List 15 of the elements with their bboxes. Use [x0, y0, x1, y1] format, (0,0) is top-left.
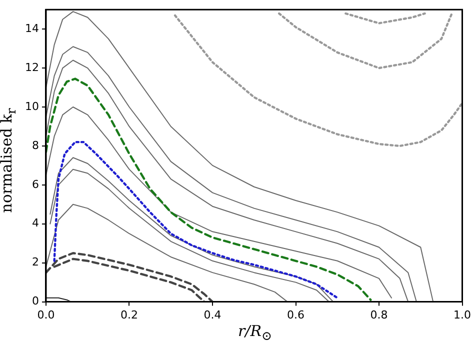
x-tick-label: 0.4 — [204, 308, 222, 322]
y-tick-label: 14 — [24, 22, 39, 35]
x-tick-label: 1.0 — [454, 308, 472, 322]
y-tick-label: 2 — [32, 256, 39, 269]
y-tick-label: 0 — [32, 294, 39, 308]
y-tick-label: 6 — [32, 178, 39, 191]
x-axis-title: r/R$_{⊙}$ — [236, 322, 273, 343]
x-tick-label: 0.0 — [37, 308, 55, 322]
y-tick-label: 10 — [24, 100, 39, 113]
x-tick-label: 0.8 — [370, 308, 388, 322]
y-tick-label: 8 — [32, 138, 39, 152]
x-tick-label: 0.2 — [120, 308, 138, 322]
y-tick-label: 12 — [24, 60, 39, 74]
y-tick-label: 4 — [32, 216, 39, 230]
x-tick-label: 0.6 — [287, 308, 304, 322]
